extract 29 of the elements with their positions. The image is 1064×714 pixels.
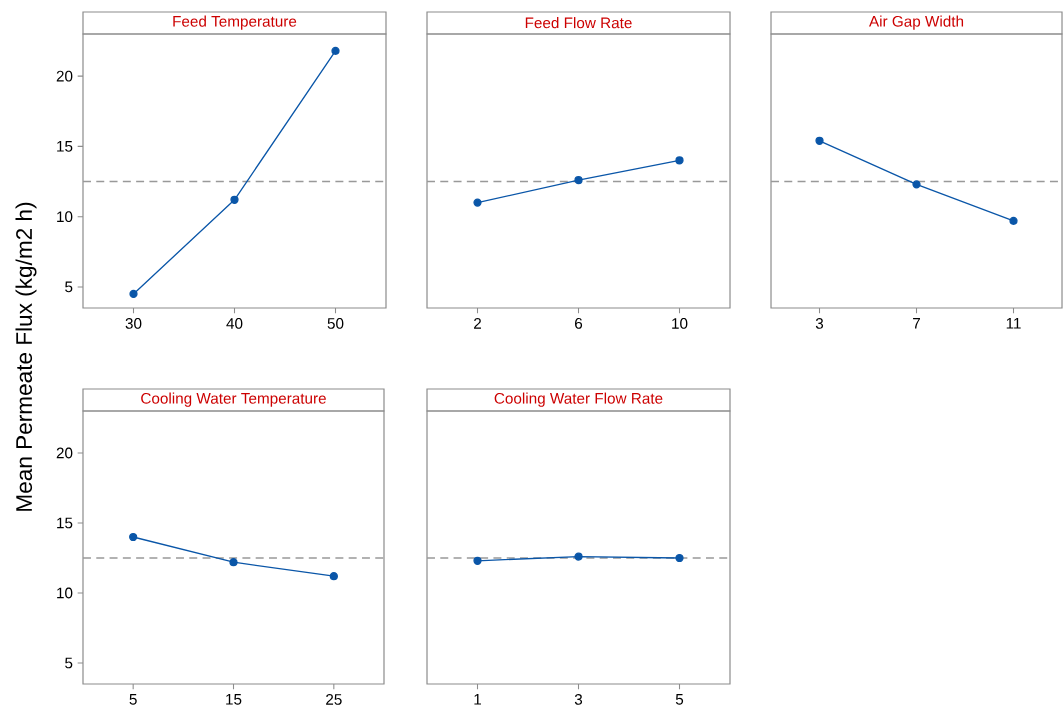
x-tick-label: 30 <box>125 318 142 329</box>
x-tick-label: 50 <box>327 318 344 329</box>
x-tick-label: 25 <box>326 694 342 705</box>
y-tick-label: 20 <box>56 447 73 459</box>
chart-title: Air Gap Width <box>868 15 964 30</box>
chart-title: Cooling Water Temperature <box>141 392 326 407</box>
x-tick-label: 5 <box>675 694 684 705</box>
x-tick-label: 3 <box>815 318 824 329</box>
x-tick-label: 2 <box>474 318 481 329</box>
x-tick-label: 15 <box>226 694 242 705</box>
y-tick-label: 15 <box>57 141 73 152</box>
y-tick-label: 15 <box>57 517 73 529</box>
y-tick-label: 20 <box>56 70 73 82</box>
x-tick-label: 7 <box>913 318 920 329</box>
chart-title: Feed Flow Rate <box>525 17 632 29</box>
y-tick-label: 5 <box>65 281 73 293</box>
x-tick-label: 10 <box>672 318 688 329</box>
x-tick-label: 11 <box>1006 318 1021 329</box>
y-tick-label: 10 <box>57 211 73 223</box>
y-tick-label: 5 <box>65 657 73 669</box>
chart-title: Cooling Water Flow Rate <box>494 392 663 407</box>
x-tick-label: 40 <box>226 318 243 329</box>
y-axis-title: Mean Permeate Flux (kg/m2 h) <box>15 202 37 511</box>
x-tick-label: 1 <box>474 694 482 705</box>
x-tick-label: 3 <box>574 694 583 705</box>
x-tick-label: 6 <box>575 318 583 329</box>
y-tick-label: 10 <box>57 587 73 599</box>
chart-title: Feed Temperature <box>173 15 297 30</box>
x-tick-label: 5 <box>129 694 137 705</box>
